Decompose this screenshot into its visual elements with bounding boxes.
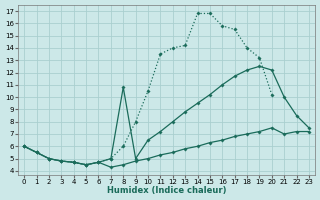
X-axis label: Humidex (Indice chaleur): Humidex (Indice chaleur)	[107, 186, 226, 195]
